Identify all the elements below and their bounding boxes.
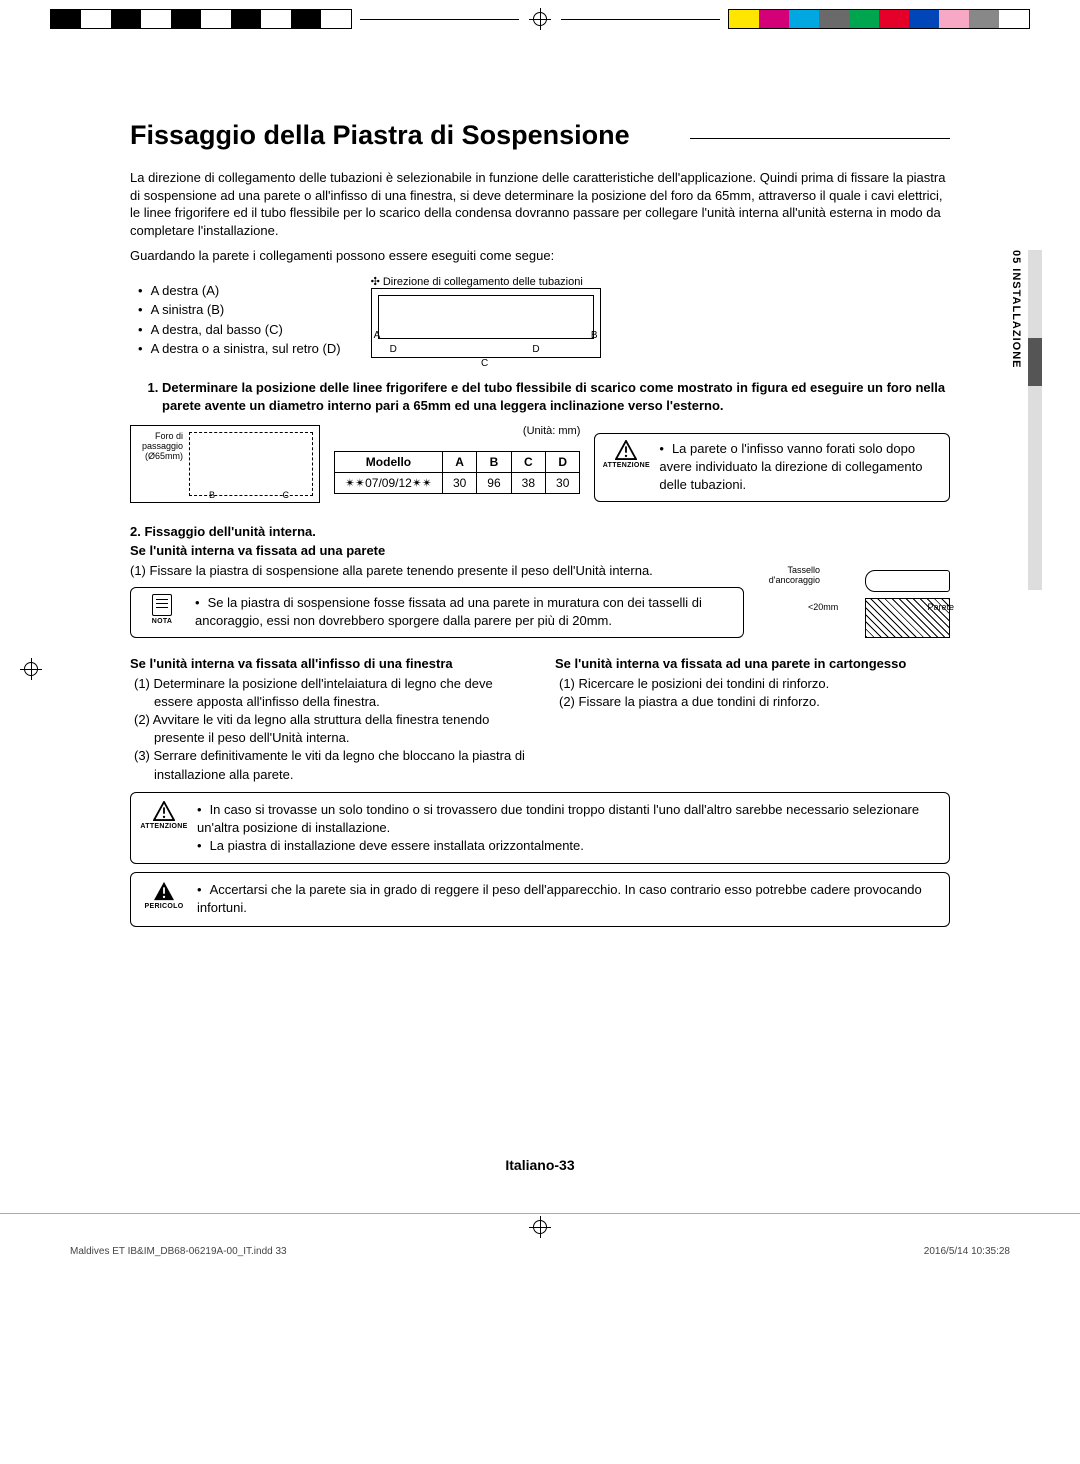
note-box: NOTA Se la piastra di sospensione fosse … (130, 587, 744, 637)
dir-item: A destra, dal basso (C) (152, 320, 341, 340)
note-icon (152, 594, 172, 616)
step-2-heading: 2. Fissaggio dell'unità interna. (130, 524, 950, 539)
danger-icon (153, 881, 175, 901)
warning-label: ATTENZIONE (603, 462, 650, 469)
win-step: (2) Avvitare le viti da legno alla strut… (134, 711, 525, 747)
print-colorbar (0, 0, 1080, 30)
wall-step-1: (1) Fissare la piastra di sospensione al… (130, 562, 744, 580)
win-step: (1) Determinare la posizione dell'intela… (134, 675, 525, 711)
model-table: Modello A B C D ✴✴07/09/12✴✴ 30 96 38 30 (334, 451, 580, 494)
danger-box: PERICOLO Accertarsi che la parete sia in… (130, 872, 950, 926)
unit-caption: (Unità: mm) (334, 425, 580, 437)
print-footer: Maldives ET IB&IM_DB68-06219A-00_IT.indd… (0, 1240, 1080, 1263)
note-text: Se la piastra di sospensione fosse fissa… (195, 594, 733, 630)
warning-label: ATTENZIONE (140, 823, 187, 830)
page-title: Fissaggio della Piastra di Sospensione (130, 120, 950, 151)
danger-label: PERICOLO (145, 903, 184, 910)
title-rule (690, 138, 950, 139)
page-number: Italiano-33 (130, 1157, 950, 1173)
dir-item: A destra o a sinistra, sul retro (D) (152, 339, 341, 359)
warn-text: In caso si trovasse un solo tondino o si… (197, 801, 937, 837)
danger-text: Accertarsi che la parete sia in grado di… (197, 881, 937, 917)
attention-box-1: ATTENZIONE La parete o l'infisso vanno f… (594, 433, 950, 502)
direction-list: A destra (A) A sinistra (B) A destra, da… (130, 281, 341, 359)
cartongesso-subheading: Se l'unità interna va fissata ad una par… (555, 656, 950, 671)
step-list: Determinare la posizione delle linee fri… (130, 379, 950, 415)
attention-box-2: ATTENZIONE In caso si trovasse un solo t… (130, 792, 950, 865)
win-step: (3) Serrare definitivamente le viti da l… (134, 747, 525, 783)
intro-paragraph-2: Guardando la parete i collegamenti posso… (130, 247, 950, 265)
warn-text: La parete o l'infisso vanno forati solo … (659, 440, 939, 495)
cart-step: (1) Ricercare le posizioni dei tondini d… (559, 675, 950, 693)
intro-paragraph: La direzione di collegamento delle tubaz… (130, 169, 950, 239)
registration-mark-bottom (531, 1218, 549, 1236)
wall-subheading: Se l'unità interna va fissata ad una par… (130, 543, 950, 558)
footer-date: 2016/5/14 10:35:28 (924, 1246, 1010, 1257)
cart-step: (2) Fissare la piastra a due tondini di … (559, 693, 950, 711)
hole-diagram: Foro di passaggio (Ø65mm) B C (130, 425, 320, 503)
window-subheading: Se l'unità interna va fissata all'infiss… (130, 656, 525, 671)
registration-mark-top (531, 10, 549, 28)
warning-icon (153, 801, 175, 821)
warning-icon (615, 440, 637, 460)
unit-direction-diagram: A B C D D (371, 288, 601, 358)
step-1: Determinare la posizione delle linee fri… (162, 379, 950, 415)
anchor-diagram: Tassello d'ancoraggio Parete <20mm (760, 562, 950, 640)
note-label: NOTA (152, 618, 173, 625)
dir-item: A destra (A) (152, 281, 341, 301)
warn-text: La piastra di installazione deve essere … (197, 837, 937, 855)
diagram-caption: ✣ Direzione di collegamento delle tubazi… (371, 275, 601, 288)
footer-file: Maldives ET IB&IM_DB68-06219A-00_IT.indd… (70, 1246, 287, 1257)
dir-item: A sinistra (B) (152, 300, 341, 320)
model-table-wrap: (Unità: mm) Modello A B C D ✴✴07/09/12✴✴… (334, 425, 580, 494)
